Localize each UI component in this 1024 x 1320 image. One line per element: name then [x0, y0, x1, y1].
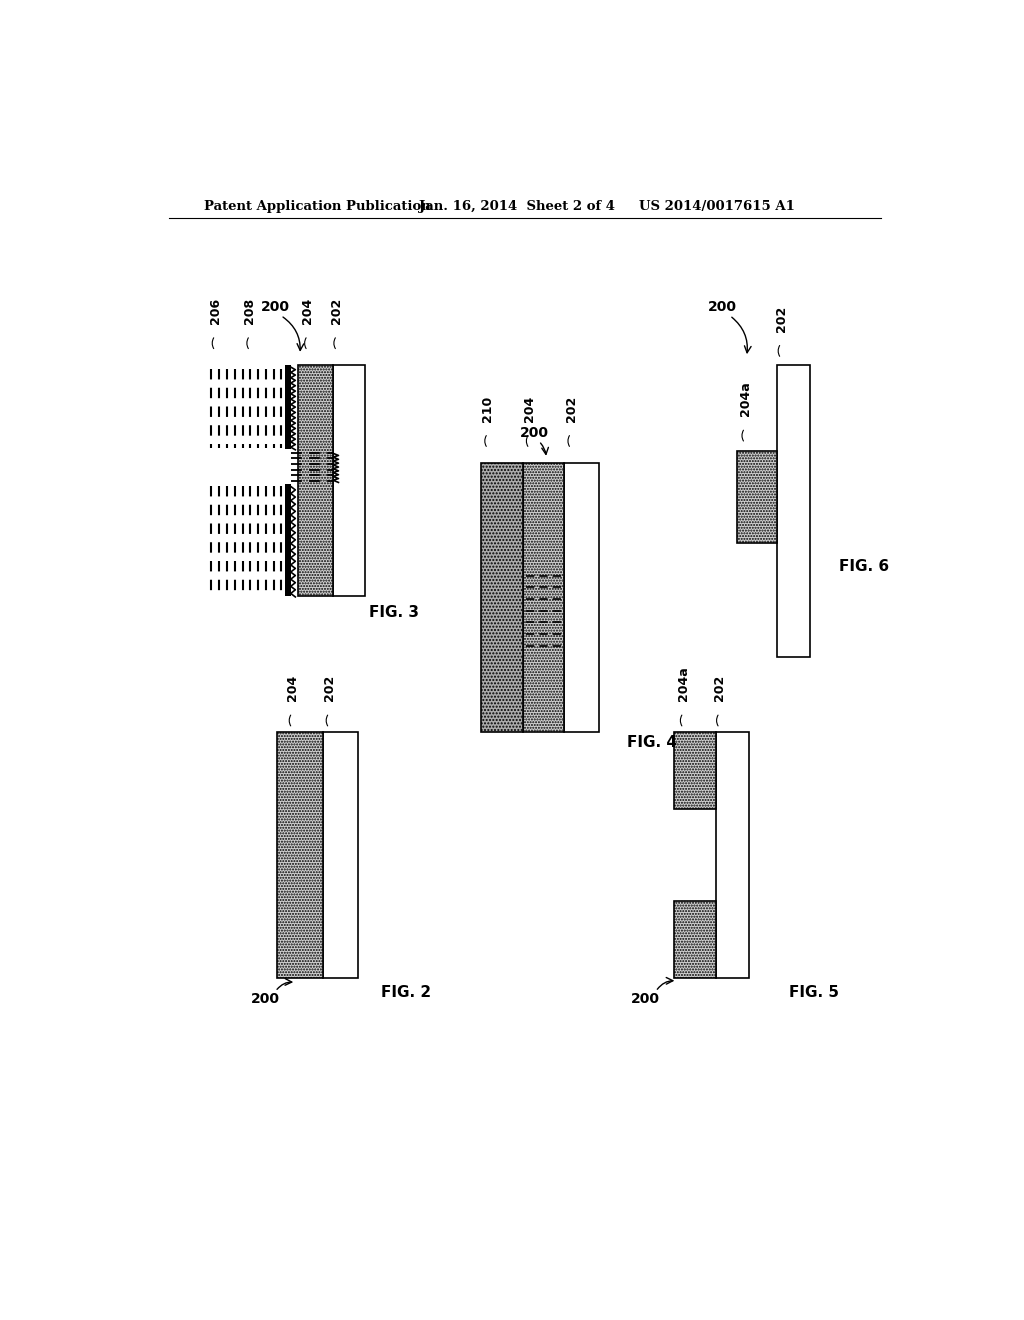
Text: US 2014/0017615 A1: US 2014/0017615 A1: [639, 199, 795, 213]
Bar: [333, 364, 366, 595]
Text: FIG. 4: FIG. 4: [628, 734, 677, 750]
FancyArrowPatch shape: [541, 444, 549, 454]
Bar: [285, 484, 291, 595]
Text: FIG. 5: FIG. 5: [788, 985, 839, 999]
Bar: [298, 364, 333, 595]
Text: 200: 200: [519, 426, 549, 441]
Bar: [737, 451, 777, 544]
Text: 204: 204: [301, 298, 314, 323]
FancyArrowPatch shape: [326, 715, 328, 726]
FancyArrowPatch shape: [278, 978, 292, 990]
Text: 210: 210: [481, 396, 495, 422]
Text: 204: 204: [523, 396, 536, 422]
Text: 206: 206: [209, 298, 222, 323]
Text: 204: 204: [286, 675, 299, 701]
Bar: [285, 364, 291, 449]
FancyArrowPatch shape: [717, 715, 718, 726]
Text: 200: 200: [251, 993, 280, 1006]
Text: 208: 208: [244, 298, 256, 323]
FancyArrowPatch shape: [304, 338, 306, 348]
FancyArrowPatch shape: [289, 715, 291, 726]
Text: 204a: 204a: [677, 667, 690, 701]
FancyArrowPatch shape: [778, 346, 779, 356]
Bar: [716, 733, 749, 978]
Text: 200: 200: [261, 300, 290, 314]
Text: 202: 202: [564, 396, 578, 422]
FancyArrowPatch shape: [334, 338, 335, 348]
Text: 202: 202: [775, 305, 787, 331]
Text: FIG. 2: FIG. 2: [381, 985, 431, 999]
Text: 202: 202: [713, 675, 726, 701]
FancyArrowPatch shape: [568, 436, 569, 446]
Text: FIG. 6: FIG. 6: [839, 558, 889, 574]
FancyArrowPatch shape: [680, 715, 682, 726]
Bar: [323, 733, 357, 978]
Text: 200: 200: [708, 300, 736, 314]
Bar: [674, 733, 716, 809]
FancyArrowPatch shape: [484, 436, 486, 446]
Text: FIG. 3: FIG. 3: [370, 605, 419, 620]
Text: 204a: 204a: [738, 381, 752, 416]
FancyArrowPatch shape: [657, 978, 673, 989]
Bar: [674, 902, 716, 978]
FancyArrowPatch shape: [732, 317, 751, 352]
FancyArrowPatch shape: [742, 430, 743, 441]
Bar: [276, 733, 323, 978]
FancyArrowPatch shape: [212, 338, 214, 348]
FancyArrowPatch shape: [247, 338, 249, 348]
Text: 202: 202: [331, 298, 343, 323]
Text: Jan. 16, 2014  Sheet 2 of 4: Jan. 16, 2014 Sheet 2 of 4: [419, 199, 615, 213]
Bar: [481, 462, 523, 733]
Text: 202: 202: [323, 675, 336, 701]
Bar: [564, 462, 599, 733]
Bar: [777, 364, 810, 657]
FancyArrowPatch shape: [526, 436, 527, 446]
Bar: [523, 462, 564, 733]
Text: Patent Application Publication: Patent Application Publication: [204, 199, 430, 213]
FancyArrowPatch shape: [283, 317, 304, 350]
Text: 200: 200: [631, 993, 659, 1006]
